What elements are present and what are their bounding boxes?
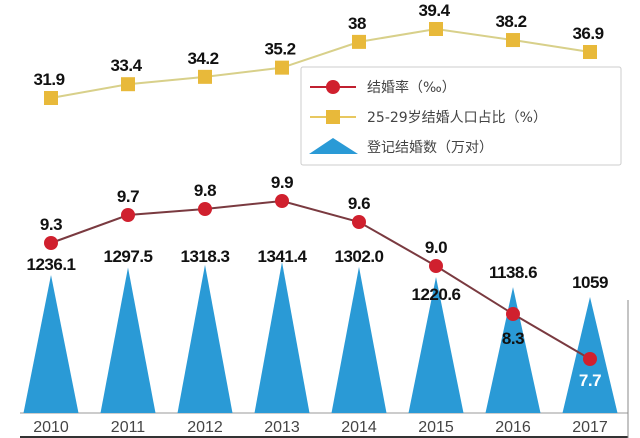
year-label: 2016: [495, 419, 531, 436]
legend-share-label: 25-29岁结婚人口占比（%）: [367, 110, 547, 126]
rate-marker: [275, 194, 289, 208]
legend: 结婚率（‰） 25-29岁结婚人口占比（%） 登记结婚数（万对）: [300, 66, 622, 166]
share-marker: [583, 45, 597, 59]
year-label: 2014: [341, 419, 377, 436]
rate-value-label: 9.9: [271, 173, 293, 192]
year-label: 2010: [33, 419, 69, 436]
rate-value-label: 8.3: [502, 329, 524, 348]
triangle-bar: [177, 264, 233, 413]
rate-value-label: 9.6: [348, 194, 370, 213]
count-value-label: 1059: [572, 273, 608, 292]
share-value-label: 39.4: [418, 1, 450, 20]
count-value-label: 1297.5: [104, 247, 153, 266]
share-value-label: 35.2: [264, 40, 295, 59]
rate-marker: [583, 352, 597, 366]
triangle-bar: [254, 262, 310, 413]
share-marker: [506, 33, 520, 48]
legend-rate-marker-icon: [326, 80, 340, 94]
count-value-label: 1302.0: [335, 247, 384, 266]
count-value-label: 1236.1: [27, 255, 76, 274]
share-line: [50, 27, 591, 99]
rate-marker: [352, 215, 366, 229]
rate-marker: [121, 208, 135, 222]
share-marker: [44, 91, 58, 105]
legend-rate-label: 结婚率（‰）: [367, 79, 456, 96]
rate-value-label: 9.7: [117, 187, 139, 206]
x-axis-labels: 2010 2011 2012 2013 2014 2015 2016 2017: [33, 419, 608, 436]
legend-share-marker-icon: [326, 110, 340, 124]
count-labels: 1236.1 1297.5 1318.3 1341.4 1302.0 1220.6 1138…: [27, 247, 609, 304]
rate-value-label: 7.7: [579, 371, 601, 390]
share-value-label: 38.2: [495, 12, 526, 31]
year-label: 2011: [111, 419, 146, 436]
rate-marker: [506, 307, 520, 321]
count-value-label: 1318.3: [181, 247, 230, 266]
share-marker: [198, 69, 212, 84]
rate-value-label: 9.3: [40, 215, 62, 234]
share-marker: [429, 22, 443, 36]
count-value-label: 1138.6: [489, 263, 537, 282]
rate-line: [50, 199, 591, 360]
triangle-bar: [23, 275, 79, 413]
share-value-label: 34.2: [187, 49, 218, 68]
triangle-bar: [100, 267, 156, 413]
count-value-label: 1220.6: [412, 285, 461, 304]
legend-count-triangle-icon: [309, 138, 358, 154]
year-label: 2013: [264, 419, 300, 436]
triangle-bars: [23, 262, 618, 413]
rate-value-label: 9.8: [194, 181, 216, 200]
rate-marker: [429, 259, 443, 273]
share-series: 31.9 33.4 34.2 35.2 38 39.4 38.2 36.9: [33, 1, 604, 105]
share-value-label: 38: [348, 14, 366, 33]
year-label: 2015: [418, 419, 454, 436]
share-marker: [352, 34, 366, 49]
year-label: 2017: [572, 419, 608, 436]
share-marker: [275, 60, 289, 75]
triangle-bar: [485, 287, 541, 413]
rate-value-label: 9.0: [425, 238, 447, 257]
year-label: 2012: [187, 419, 223, 436]
share-value-label: 33.4: [110, 56, 142, 75]
share-value-label: 36.9: [572, 24, 603, 43]
rate-marker: [198, 202, 212, 216]
share-marker: [121, 77, 135, 92]
count-value-label: 1341.4: [258, 247, 308, 266]
rate-series: 9.3 9.7 9.8 9.9 9.6 9.0 8.3 7.7: [40, 173, 602, 390]
triangle-bar: [331, 266, 387, 413]
legend-box: [300, 66, 622, 166]
triangle-bar: [408, 276, 464, 413]
legend-count-label: 登记结婚数（万对）: [367, 140, 493, 156]
rate-marker: [44, 236, 58, 250]
share-value-label: 31.9: [33, 70, 64, 89]
